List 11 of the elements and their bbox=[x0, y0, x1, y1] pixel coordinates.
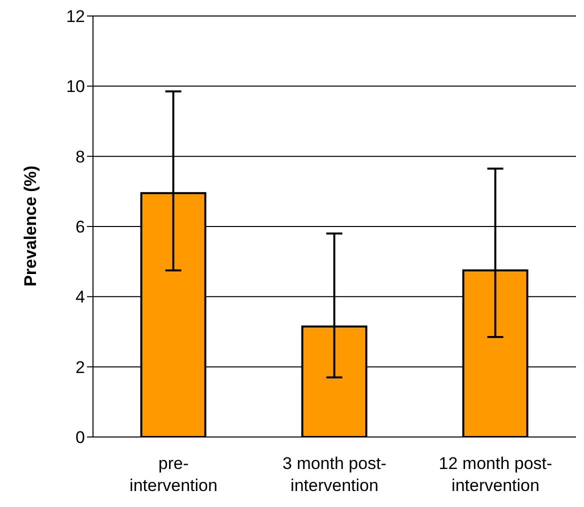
y-tick-label: 8 bbox=[76, 147, 85, 166]
y-tick-label: 0 bbox=[76, 428, 85, 448]
y-axis-title: Prevalence (%) bbox=[21, 166, 40, 286]
y-tick-label: 10 bbox=[66, 77, 85, 96]
x-tick-label: 12 month post-intervention bbox=[438, 454, 552, 495]
y-tick-label: 4 bbox=[76, 288, 85, 307]
x-tick-label: pre-intervention bbox=[130, 454, 218, 495]
y-tick-label: 12 bbox=[66, 7, 85, 26]
y-tick-label: 6 bbox=[76, 218, 85, 237]
y-tick-label: 2 bbox=[76, 358, 85, 377]
x-tick-label: 3 month post-intervention bbox=[282, 454, 386, 495]
